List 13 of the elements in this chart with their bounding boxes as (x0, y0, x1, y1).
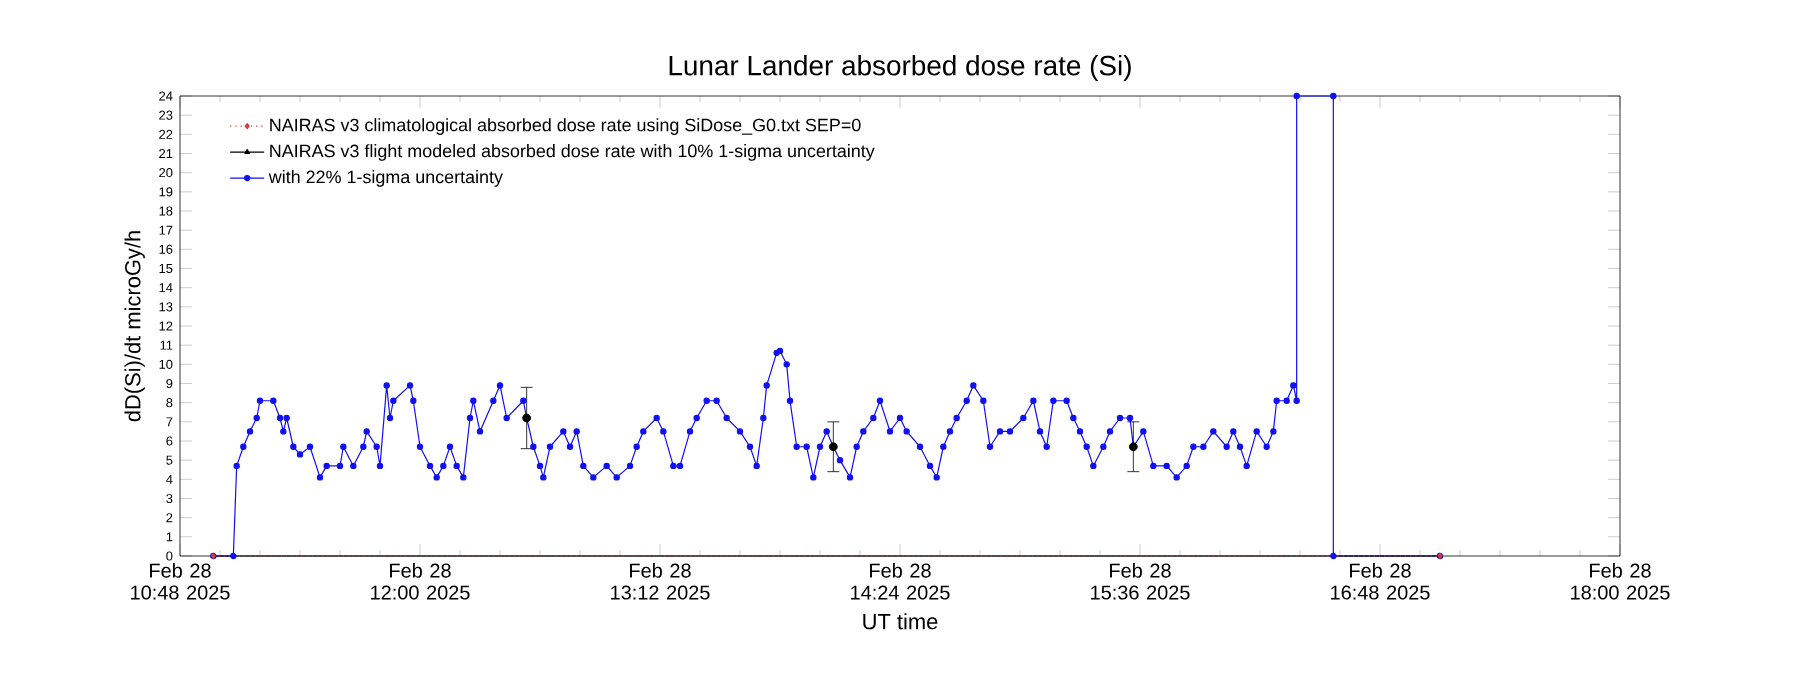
x-axis-title: UT time (863, 613, 938, 630)
x-tick-label: Feb 28 14:24 2025 (851, 563, 950, 600)
chart-title: Lunar Lander absorbed dose rate (Si) (669, 55, 1131, 82)
legend-label: with 22% 1-sigma uncertainty (268, 170, 503, 187)
x-tick-label: Feb 28 10:48 2025 (131, 563, 230, 600)
x-tick-label: Feb 28 16:48 2025 (1331, 563, 1430, 600)
legend-label: NAIRAS v3 climatological absorbed dose rate using SiDose_G0.txt SEP=0 (270, 118, 861, 135)
legend-label: NAIRAS v3 flight modeled absorbed dose rate with 10% 1-sigma uncertainty (270, 144, 875, 161)
x-tick-label: Feb 28 13:12 2025 (611, 563, 710, 600)
x-tick-label: Feb 28 15:36 2025 (1091, 563, 1190, 600)
y-axis-title: dD(Si)/dt microGy/h (124, 231, 145, 422)
x-tick-label: Feb 28 12:00 2025 (371, 563, 470, 600)
x-tick-label: Feb 28 18:00 2025 (1571, 563, 1670, 600)
